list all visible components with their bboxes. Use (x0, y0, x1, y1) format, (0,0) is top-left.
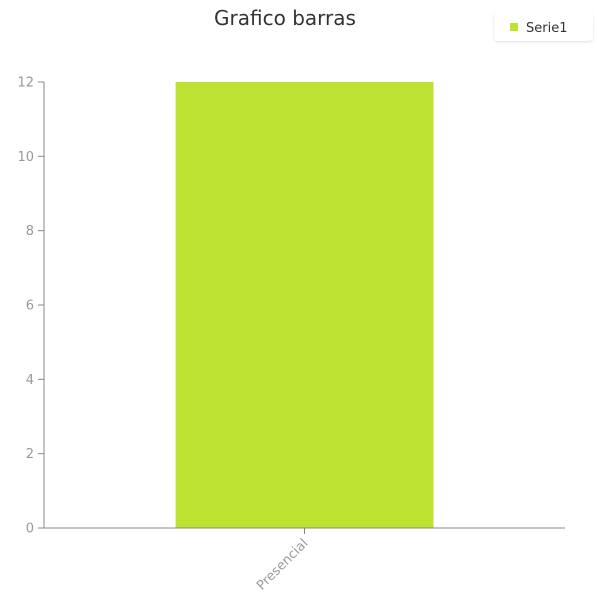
y-tick-label: 2 (26, 447, 34, 462)
y-tick-label: 4 (26, 373, 34, 388)
chart-title: Grafico barras (214, 6, 356, 30)
bars-layer (175, 82, 434, 528)
y-tick-label: 12 (17, 76, 34, 91)
legend[interactable]: Serie1 (494, 12, 593, 41)
y-axis-ticks: 0 2 4 6 8 10 12 (17, 76, 44, 537)
legend-swatch-serie1 (510, 23, 518, 31)
legend-label-serie1: Serie1 (526, 21, 567, 36)
y-tick-label: 0 (26, 522, 34, 537)
bar-presencial[interactable] (175, 82, 434, 528)
x-category-label: Presencial (254, 536, 311, 593)
x-axis-labels: Presencial (254, 528, 311, 594)
y-tick-label: 6 (26, 299, 34, 314)
y-tick-label: 10 (17, 150, 34, 165)
legend-box (494, 12, 593, 41)
y-tick-label: 8 (26, 224, 34, 239)
